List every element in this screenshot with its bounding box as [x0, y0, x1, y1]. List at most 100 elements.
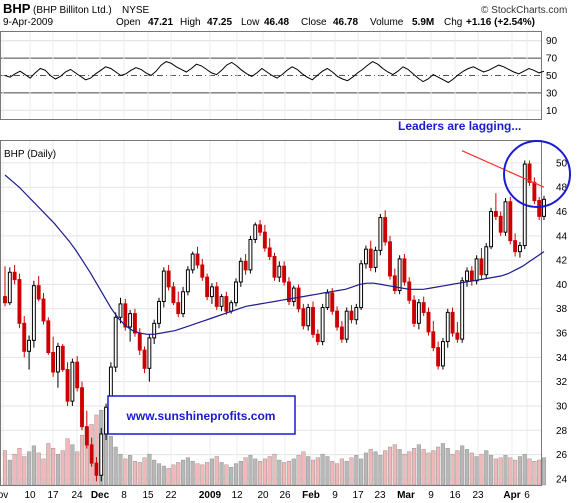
- candle-body: [99, 433, 104, 476]
- candlesticks: [3, 160, 546, 482]
- candle: [498, 211, 503, 236]
- volume-bar: [503, 455, 508, 486]
- volume-bar: [306, 456, 311, 486]
- volume-bar: [272, 453, 277, 486]
- candle: [253, 222, 258, 244]
- x-tick-label: Mar: [397, 490, 415, 501]
- candle-body: [392, 275, 397, 292]
- x-tick-label: 8: [121, 490, 127, 501]
- volume-bar: [161, 465, 166, 486]
- candle: [142, 346, 147, 374]
- volume-bar: [421, 449, 426, 486]
- candle-body: [277, 265, 282, 278]
- volume-bar: [339, 458, 344, 486]
- volume-bar: [484, 450, 489, 486]
- volume-bar: [214, 456, 219, 486]
- candle: [238, 257, 243, 287]
- volume-bar: [349, 457, 354, 486]
- candle-body: [465, 270, 469, 282]
- candle: [118, 297, 123, 324]
- volume-bar: [335, 463, 340, 486]
- candle-body: [436, 347, 441, 367]
- volume-bar: [498, 457, 503, 486]
- candle-body: [493, 211, 498, 217]
- volume-bar: [108, 436, 113, 486]
- candle-body: [41, 298, 46, 322]
- volume-bar: [431, 450, 436, 486]
- candle-body: [296, 287, 301, 310]
- candle-body: [306, 307, 311, 327]
- candle: [157, 297, 161, 329]
- candle: [508, 196, 513, 245]
- volume-bar: [41, 458, 46, 486]
- price-tick-label: 46: [556, 207, 568, 218]
- candle-body: [474, 258, 479, 282]
- low-value: 46.48: [264, 17, 289, 28]
- volume-bar: [291, 458, 296, 486]
- candle-body: [513, 240, 518, 253]
- candle-body: [479, 258, 484, 276]
- candle: [262, 224, 267, 252]
- watermark: © StockCharts.com: [481, 5, 567, 16]
- candle: [455, 322, 460, 343]
- candle-body: [262, 231, 267, 249]
- volume-bar: [330, 461, 335, 486]
- candle: [354, 303, 359, 325]
- candle-body: [373, 249, 378, 268]
- volume-bar: [27, 451, 32, 486]
- candle: [113, 312, 118, 372]
- candle-body: [195, 253, 200, 266]
- candle-body: [161, 270, 166, 302]
- candle: [181, 286, 186, 318]
- candle-body: [84, 426, 89, 446]
- resistance-trend-line: [461, 150, 545, 188]
- candle: [17, 273, 22, 329]
- candle: [234, 278, 238, 307]
- candle: [51, 336, 56, 377]
- volume-bar: [359, 458, 364, 486]
- candle-body: [267, 247, 272, 257]
- candle: [450, 307, 455, 337]
- candle-body: [325, 292, 330, 309]
- candle: [416, 299, 421, 330]
- candle-body: [388, 241, 392, 277]
- volume-bar: [123, 458, 128, 486]
- candle: [190, 251, 195, 274]
- candle-body: [147, 337, 152, 369]
- candle: [517, 241, 522, 258]
- candle: [320, 303, 325, 346]
- volume-bar: [190, 461, 195, 486]
- volume-bar: [31, 445, 36, 486]
- x-tick-label: 2009: [199, 490, 222, 501]
- open-value: 47.21: [148, 17, 173, 28]
- volume-bar: [301, 451, 306, 486]
- volume-bar: [147, 453, 152, 486]
- candle: [445, 308, 450, 348]
- candle-body: [60, 345, 65, 371]
- candle: [70, 358, 75, 406]
- volume-bar: [70, 444, 75, 486]
- candle-body: [152, 322, 157, 339]
- indicator-series-line: [4, 61, 545, 84]
- volume-bar: [325, 456, 330, 486]
- candle-body: [234, 281, 238, 304]
- volume-bar: [22, 456, 27, 486]
- volume-bar: [527, 458, 532, 486]
- price-tick-label: 24: [556, 474, 568, 485]
- volume-bar: [450, 453, 455, 486]
- candle: [209, 283, 214, 304]
- candle-body: [421, 302, 426, 313]
- volume-bar: [113, 446, 118, 486]
- candle-body: [542, 198, 546, 217]
- candle: [195, 246, 200, 269]
- candle-body: [46, 320, 51, 354]
- website-link[interactable]: www.sunshineprofits.com: [126, 409, 276, 423]
- price-tick-label: 32: [556, 377, 568, 388]
- candle-body: [397, 258, 402, 292]
- candle-body: [176, 302, 181, 315]
- x-tick-label: Apr: [503, 490, 520, 501]
- x-tick-label: 23: [472, 490, 484, 501]
- candle: [65, 362, 70, 406]
- candle: [60, 343, 65, 372]
- volume-bar: [363, 452, 368, 486]
